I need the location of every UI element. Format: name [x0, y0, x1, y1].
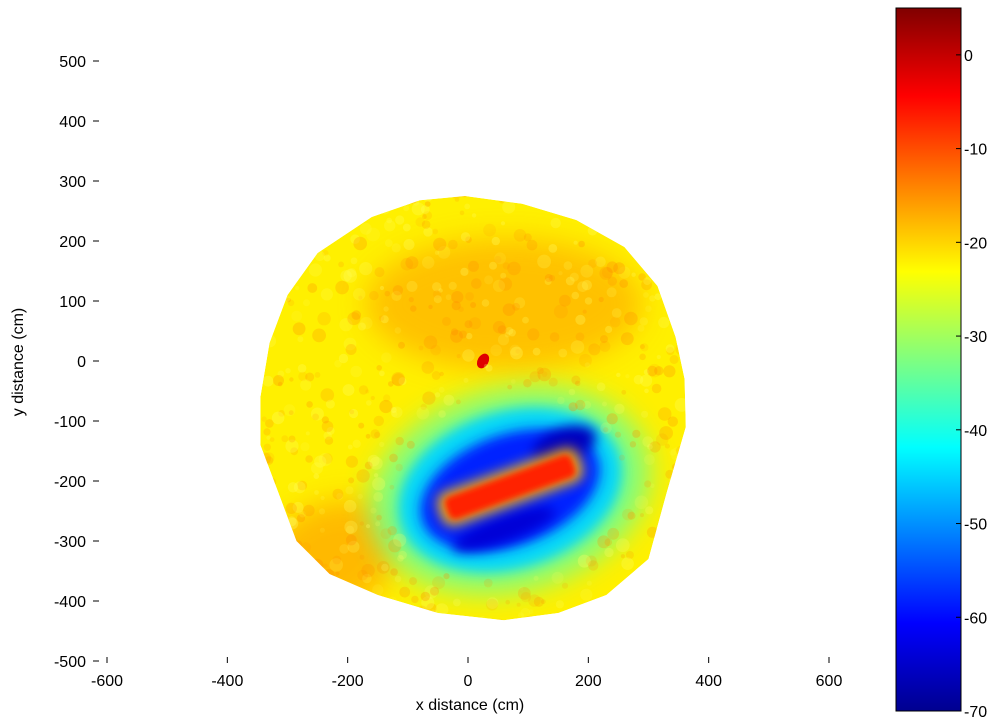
x-tick-label: 400 [695, 673, 722, 690]
x-tick-label: -600 [91, 673, 123, 690]
colorbar: 0 -10 -20 -30 -40 -50 -60 -70 [895, 7, 987, 721]
colorbar-tick-label: -20 [964, 235, 987, 252]
y-tick-label: -400 [54, 594, 86, 611]
y-axis: 500 400 300 200 100 0 -100 -200 -300 -400 -500 [54, 54, 99, 671]
colorbar-tick-label: 0 [964, 48, 973, 65]
x-tick-label: -400 [211, 673, 243, 690]
x-axis-label: x distance (cm) [416, 697, 524, 714]
region-central-strip [444, 454, 576, 520]
y-tick-label: 0 [77, 354, 86, 371]
colorbar-tick-label: -10 [964, 142, 987, 159]
y-axis-label: y distance (cm) [10, 308, 27, 416]
colorbar-tick-label: -60 [964, 610, 987, 627]
y-tick-label: 500 [59, 54, 86, 71]
heatmap [260, 196, 686, 621]
region-small-source [476, 353, 490, 369]
colorbar-gradient [895, 7, 962, 712]
x-tick-label: 0 [464, 673, 473, 690]
x-tick-label: 600 [816, 673, 843, 690]
colorbar-ticks: 0 -10 -20 -30 -40 -50 -60 -70 [956, 48, 987, 721]
y-tick-label: -100 [54, 414, 86, 431]
y-tick-label: 200 [59, 234, 86, 251]
x-tick-label: 200 [575, 673, 602, 690]
colorbar-tick-label: -70 [964, 704, 987, 721]
y-tick-label: -500 [54, 654, 86, 671]
colorbar-tick-label: -40 [964, 423, 987, 440]
y-tick-label: 100 [59, 294, 86, 311]
colorbar-tick-label: -30 [964, 329, 987, 346]
y-tick-label: -200 [54, 474, 86, 491]
x-axis: -600 -400 -200 0 200 400 600 [91, 657, 842, 690]
colorbar-tick-label: -50 [964, 517, 987, 534]
y-tick-label: 400 [59, 114, 86, 131]
region-upper-warm-lobe [365, 237, 643, 371]
y-tick-label: 300 [59, 174, 86, 191]
y-tick-label: -300 [54, 534, 86, 551]
x-tick-label: -200 [332, 673, 364, 690]
region-dark-edge-lower [453, 506, 556, 552]
